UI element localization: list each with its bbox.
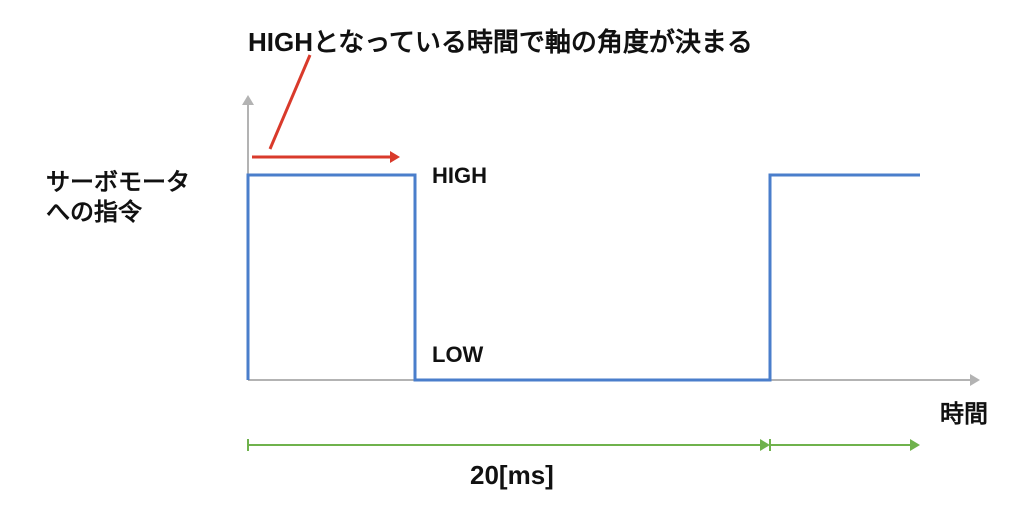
period-arrow-1-head [760,439,770,451]
high-label: HIGH [432,163,487,189]
x-axis-arrow [970,374,980,386]
pwm-signal [248,175,920,380]
low-label: LOW [432,342,483,368]
period-arrow-2-head [910,439,920,451]
title-text: HIGHとなっている時間で軸の角度が決まる [248,22,753,59]
period-label: 20[ms] [470,460,554,491]
high-duration-arrow-head [390,151,400,163]
y-axis-label: サーボモータ への指令 [46,168,190,228]
y-axis-arrow [242,95,254,105]
y-axis-label-line1: サーボモータ [46,168,190,198]
x-axis-label: 時間 [940,394,988,429]
diagram-svg [0,0,1024,525]
pwm-diagram: { "canvas": { "w": 1024, "h": 525 }, "co… [0,0,1024,525]
callout-leader [270,55,310,149]
y-axis-label-line2: への指令 [46,198,190,228]
